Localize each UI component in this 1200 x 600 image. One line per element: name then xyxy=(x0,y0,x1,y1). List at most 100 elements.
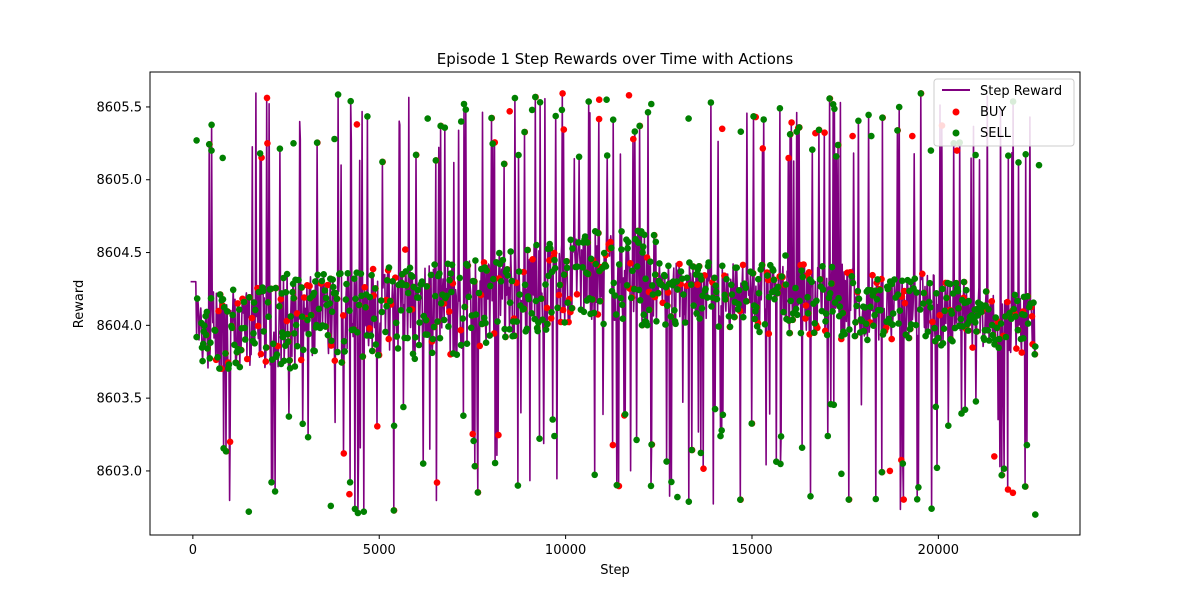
sell-point xyxy=(300,346,307,354)
sell-point xyxy=(1024,320,1032,327)
sell-point xyxy=(250,330,257,337)
sell-point xyxy=(874,276,881,283)
sell-point xyxy=(663,302,671,310)
sell-point xyxy=(430,323,438,331)
sell-point xyxy=(1022,151,1029,158)
sell-point xyxy=(312,278,319,285)
sell-point xyxy=(613,481,621,489)
buy-point xyxy=(802,315,809,322)
sell-point xyxy=(1010,305,1017,313)
sell-point xyxy=(845,496,853,503)
sell-point xyxy=(412,151,420,159)
sell-point xyxy=(734,306,742,313)
sell-point xyxy=(542,326,550,333)
sell-point xyxy=(600,320,607,328)
sell-point xyxy=(488,114,495,122)
sell-point xyxy=(231,341,238,349)
sell-point xyxy=(723,275,730,283)
sell-point xyxy=(222,350,229,357)
sell-point xyxy=(696,315,703,322)
sell-point xyxy=(273,351,281,358)
sell-point xyxy=(665,262,672,270)
sell-point xyxy=(939,340,947,347)
sell-point xyxy=(789,316,796,324)
sell-point xyxy=(933,464,941,472)
sell-point xyxy=(707,99,715,106)
sell-point xyxy=(997,320,1005,327)
sell-point xyxy=(804,293,811,301)
sell-point xyxy=(798,444,806,452)
sell-point xyxy=(735,300,742,308)
sell-point xyxy=(797,329,805,337)
sell-point xyxy=(782,281,790,288)
sell-point xyxy=(928,505,935,512)
sell-point xyxy=(292,321,300,329)
sell-point xyxy=(250,299,258,306)
sell-point xyxy=(876,286,884,294)
buy-point xyxy=(297,356,305,364)
sell-point xyxy=(926,279,934,287)
sell-point xyxy=(985,306,992,313)
buy-point xyxy=(543,304,551,312)
sell-point xyxy=(849,279,857,287)
sell-point xyxy=(590,309,598,317)
sell-point xyxy=(831,105,838,113)
buy-point xyxy=(630,135,637,143)
sell-point xyxy=(602,263,610,270)
sell-point xyxy=(235,306,243,313)
sell-point xyxy=(877,307,884,314)
y-tick-label: 8605.0 xyxy=(97,173,143,188)
sell-point xyxy=(799,273,806,281)
sell-point xyxy=(383,302,390,310)
sell-point xyxy=(627,294,635,302)
sell-point xyxy=(954,287,962,295)
sell-point xyxy=(525,295,532,303)
buy-point xyxy=(676,260,683,268)
sell-point xyxy=(782,252,789,259)
sell-point xyxy=(460,100,468,108)
sell-point xyxy=(346,479,354,486)
buy-point xyxy=(506,108,513,115)
sell-point xyxy=(731,313,738,321)
sell-point xyxy=(406,306,413,314)
sell-point xyxy=(846,326,853,333)
sell-point xyxy=(927,147,935,154)
sell-point xyxy=(459,315,467,322)
sell-point xyxy=(927,304,934,311)
buy-point xyxy=(800,261,807,268)
sell-point xyxy=(332,289,340,297)
sell-point xyxy=(436,270,443,277)
sell-point xyxy=(808,278,815,286)
buy-point xyxy=(248,314,256,322)
sell-point xyxy=(865,111,872,119)
sell-point xyxy=(511,332,518,340)
sell-point xyxy=(879,114,886,121)
sell-point xyxy=(1014,297,1021,305)
buy-point xyxy=(480,259,488,266)
sell-point xyxy=(963,286,970,294)
sell-point xyxy=(290,140,297,147)
sell-point xyxy=(515,268,523,275)
buy-point xyxy=(900,496,907,503)
sell-point xyxy=(354,329,361,336)
sell-point xyxy=(240,298,248,306)
sell-point xyxy=(854,287,862,295)
sell-point xyxy=(641,231,648,239)
sell-point xyxy=(551,432,558,440)
sell-point xyxy=(520,305,528,313)
sell-point xyxy=(464,262,471,269)
sell-point xyxy=(861,304,869,311)
sell-point xyxy=(742,284,749,292)
sell-point xyxy=(868,132,875,140)
sell-point xyxy=(404,334,411,342)
sell-point xyxy=(673,278,681,285)
sell-point xyxy=(279,333,287,341)
sell-point xyxy=(1021,483,1029,490)
sell-point xyxy=(193,137,200,144)
sell-point xyxy=(633,436,640,444)
sell-point xyxy=(905,334,913,342)
sell-point xyxy=(241,336,249,343)
sell-point xyxy=(225,361,233,368)
buy-point xyxy=(607,238,614,246)
sell-point xyxy=(276,145,284,152)
